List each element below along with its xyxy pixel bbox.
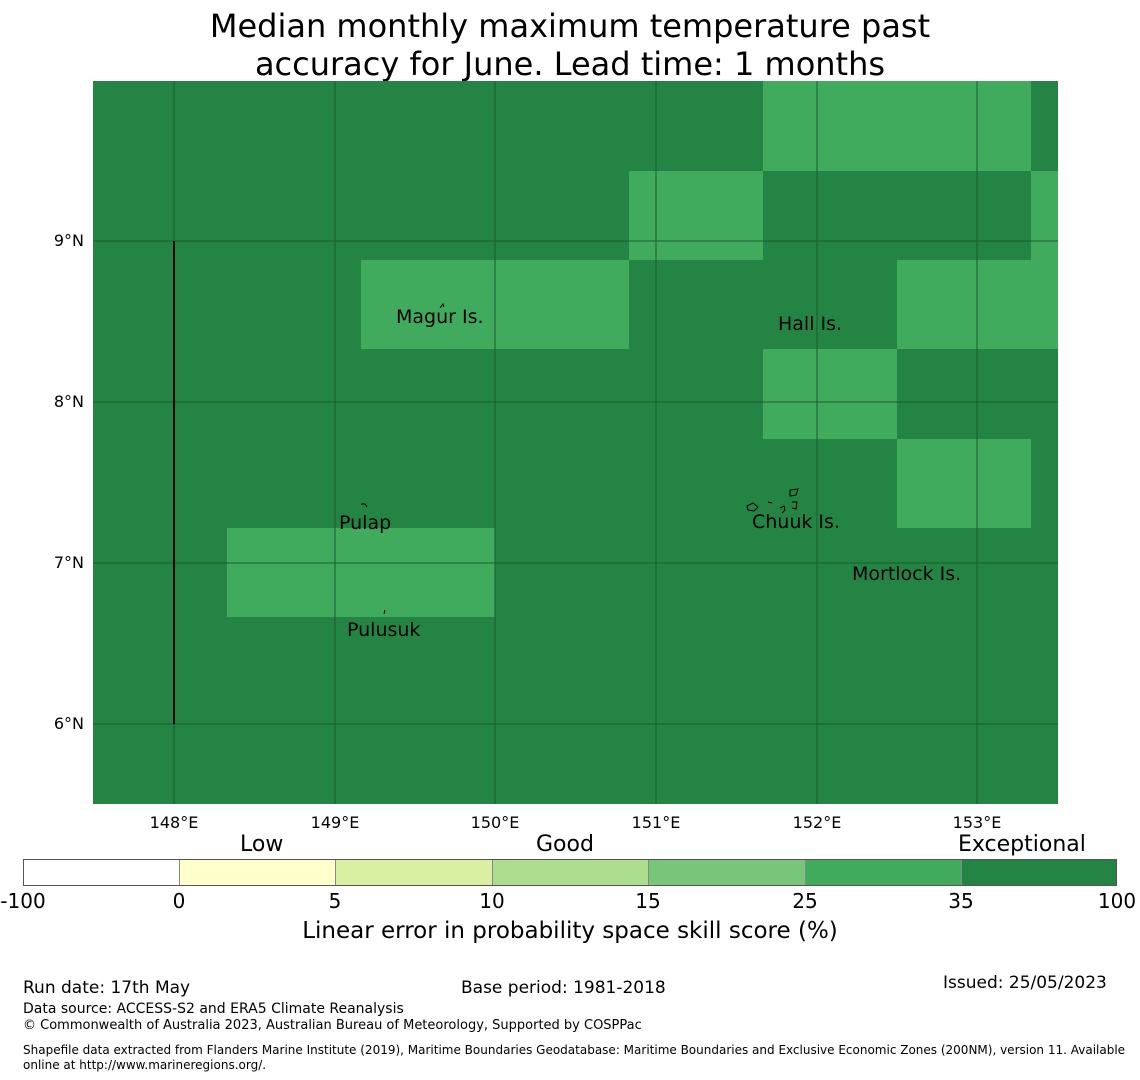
cell <box>763 349 897 439</box>
colorbar-segment <box>962 860 1116 885</box>
colorbar-segment <box>493 860 649 885</box>
colorbar-tick: 0 <box>139 889 219 913</box>
place-hall: Hall Is. <box>778 313 842 335</box>
shapefile-credit-2: online at http://www.marineregions.org/. <box>23 1057 1133 1073</box>
place-pulusuk: Pulusuk <box>347 619 420 641</box>
lat-tick: 9°N <box>0 231 84 250</box>
place-mortlock: Mortlock Is. <box>852 563 961 585</box>
place-pulap: Pulap <box>339 512 391 534</box>
lat-tick: 8°N <box>0 392 84 411</box>
cell <box>1031 171 1058 260</box>
run-date: Run date: 17th May <box>23 978 190 998</box>
cell <box>897 439 1031 528</box>
lon-tick: 149°E <box>285 813 385 832</box>
colorbar <box>23 859 1117 886</box>
cell <box>763 81 1031 171</box>
shapefile-credit-1: Shapefile data extracted from Flanders M… <box>23 1042 1133 1058</box>
lon-tick: 153°E <box>927 813 1027 832</box>
legend-category-exceptional: Exceptional <box>958 832 1086 857</box>
colorbar-tick: -100 <box>0 889 63 913</box>
copyright: © Commonwealth of Australia 2023, Austra… <box>23 1018 642 1033</box>
colorbar-tick: 25 <box>765 889 845 913</box>
legend-category-low: Low <box>240 832 283 857</box>
lon-tick: 148°E <box>124 813 224 832</box>
base-period: Base period: 1981-2018 <box>461 978 666 998</box>
issued-date: Issued: 25/05/2023 <box>943 973 1107 993</box>
colorbar-segment <box>806 860 962 885</box>
colorbar-tick: 10 <box>452 889 532 913</box>
colorbar-segment <box>24 860 180 885</box>
colorbar-label: Linear error in probability space skill … <box>0 918 1140 944</box>
lon-tick: 150°E <box>445 813 545 832</box>
skill-map: Magur Is. Hall Is. Pulap Chuuk Is. Mortl… <box>0 0 1140 810</box>
lat-tick: 6°N <box>0 714 84 733</box>
lon-tick: 151°E <box>606 813 706 832</box>
data-source: Data source: ACCESS-S2 and ERA5 Climate … <box>23 1001 404 1017</box>
lon-tick: 152°E <box>767 813 867 832</box>
lat-tick: 7°N <box>0 553 84 572</box>
legend-category-good: Good <box>536 832 594 857</box>
place-chuuk: Chuuk Is. <box>752 511 840 533</box>
cell <box>629 171 763 260</box>
colorbar-tick: 5 <box>295 889 375 913</box>
colorbar-tick: 100 <box>1077 889 1140 913</box>
colorbar-tick: 35 <box>921 889 1001 913</box>
colorbar-segment <box>180 860 336 885</box>
colorbar-segment <box>336 860 493 885</box>
place-magur: Magur Is. <box>396 306 484 328</box>
cell <box>227 528 495 617</box>
colorbar-tick: 15 <box>608 889 688 913</box>
colorbar-segment <box>649 860 806 885</box>
